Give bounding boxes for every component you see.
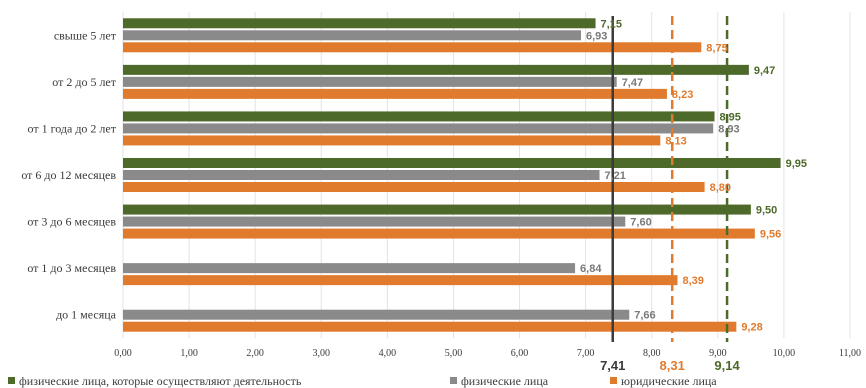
reference-line-label: 7,41 [600,358,625,373]
bar [123,309,630,320]
value-label: 9,56 [760,229,781,241]
bar [123,204,751,215]
bar [123,228,755,239]
bar [123,30,582,41]
bar [123,275,678,286]
value-label: 9,50 [756,205,777,217]
value-label: 8,23 [672,89,693,101]
bar [123,64,749,75]
value-label: 8,39 [683,275,704,287]
bar [123,111,715,122]
x-tick-label: 7,00 [577,348,595,359]
value-label: 9,28 [741,322,762,334]
x-tick-label: 0,00 [114,348,132,359]
bar [123,135,661,146]
bar [123,321,737,332]
bar [123,263,576,274]
x-tick-label: 11,00 [839,348,861,359]
value-label: 7,15 [601,18,622,30]
x-tick-label: 1,00 [180,348,198,359]
bar [123,170,600,180]
value-label: 6,93 [586,30,607,42]
value-label: 8,80 [710,182,731,194]
legend-label: физические лица [461,374,549,388]
value-labels: 7,156,93 8,75 9,47 7,47 8,23 8,958,93 8,13 9,95… [580,18,807,333]
category-labels: свыше 5 лет от 2 до 5 лет от 1 года до 2 л… [21,28,116,321]
legend-swatch [8,377,15,384]
value-label: 8,95 [720,111,741,123]
value-label: 7,21 [605,170,626,182]
legend: физические лица, которые осуществляют де… [8,374,717,388]
reference-line-label: 9,14 [714,358,740,373]
bar [123,76,617,87]
category-label: свыше 5 лет [54,28,117,42]
value-label: 9,47 [754,65,775,77]
reference-line-label: 8,31 [660,358,685,373]
legend-swatch [610,377,617,384]
value-label: 6,84 [580,263,602,275]
bar [123,88,667,99]
x-tick-label: 8,00 [643,348,661,359]
bar [123,182,705,192]
x-tick-label: 6,00 [511,348,529,359]
category-label: от 6 до 12 месяцев [21,168,116,182]
bar [123,42,702,53]
x-tick-label: 10,00 [773,348,796,359]
category-label: от 2 до 5 лет [52,75,117,89]
legend-label: физические лица, которые осуществляют де… [19,374,302,388]
bar [123,216,626,227]
category-label: от 3 до 6 месяцев [27,215,116,229]
category-label: от 1 года до 2 лет [28,121,117,135]
value-label: 8,93 [718,123,739,135]
legend-label: юридические лица [621,374,717,388]
x-tick-label: 2,00 [246,348,264,359]
value-label: 8,75 [706,42,727,54]
value-label: 9,95 [786,158,807,170]
value-label: 7,47 [622,77,643,89]
value-label: 8,13 [665,135,686,147]
category-label: до 1 месяца [56,308,117,322]
bar [123,158,781,168]
x-tick-label: 3,00 [313,348,331,359]
value-label: 7,66 [634,310,655,322]
category-label: от 1 до 3 месяцев [27,261,116,275]
x-axis-ticks: 0,00 1,00 2,00 3,00 4,00 5,00 6,00 7,00 8,00 9,00… [114,348,861,359]
reference-lines: 7,41 8,31 9,14 [600,16,740,373]
bars [123,18,781,332]
x-tick-label: 5,00 [445,348,463,359]
x-tick-label: 4,00 [379,348,397,359]
bar [123,18,596,29]
x-tick-label: 9,00 [709,348,727,359]
bar [123,123,714,134]
legend-swatch [450,377,457,384]
value-label: 7,60 [630,217,651,229]
